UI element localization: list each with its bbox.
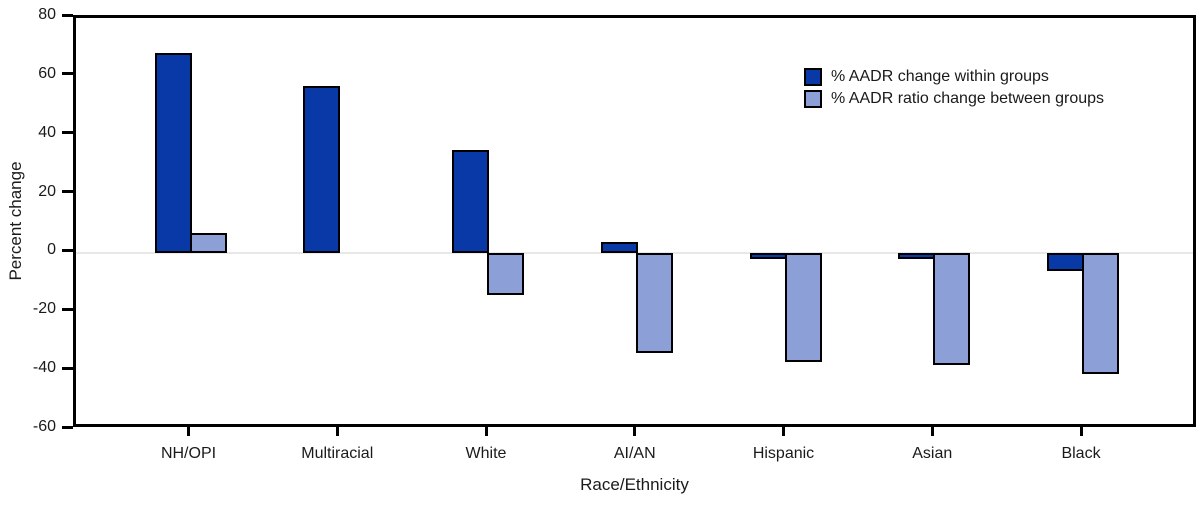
legend: % AADR change within groups % AADR ratio … <box>804 68 1104 108</box>
x-axis-title: Race/Ethnicity <box>580 475 689 494</box>
x-category-label: AI/AN <box>613 445 656 462</box>
bar-within-white <box>452 150 489 254</box>
legend-label: % AADR ratio change between groups <box>831 90 1105 107</box>
bar-within-asian <box>898 253 936 260</box>
y-tick-mark <box>62 190 73 194</box>
y-tick-mark <box>62 248 73 252</box>
x-tick-mark <box>335 427 339 436</box>
bar-within-multiracial <box>303 85 341 254</box>
legend-swatch-within <box>804 68 822 86</box>
bar-within-nh-opi <box>154 53 192 254</box>
legend-label: % AADR change within groups <box>831 68 1049 85</box>
y-tick-label: 60 <box>38 64 56 82</box>
x-tick-mark <box>930 427 934 436</box>
bar-between-nh-opi <box>189 232 227 254</box>
zero-gridline <box>76 252 1193 255</box>
bar-between-white <box>487 253 524 295</box>
x-tick-mark <box>1079 427 1083 436</box>
y-tick-mark <box>62 131 73 135</box>
x-tick-mark <box>484 427 488 436</box>
x-category-label: Black <box>1061 445 1101 462</box>
x-category-label: Multiracial <box>301 445 374 462</box>
y-tick-label: -40 <box>32 359 56 377</box>
y-tick-mark <box>62 307 73 311</box>
x-category-label: Asian <box>912 445 953 462</box>
x-category-label: Hispanic <box>752 445 815 462</box>
x-category-label: NH/OPI <box>160 445 217 462</box>
y-tick-mark <box>62 425 73 429</box>
bar-within-black <box>1047 253 1084 272</box>
y-tick-label: 80 <box>38 6 56 23</box>
legend-swatch-between <box>804 90 822 108</box>
x-category-label: White <box>465 445 507 462</box>
bar-between-ai-an <box>635 253 673 354</box>
y-tick-mark <box>62 72 73 76</box>
y-tick-label: -20 <box>32 300 56 318</box>
y-tick-label: 0 <box>47 241 56 259</box>
y-tick-label: 40 <box>38 123 56 141</box>
y-axis-title: Percent change <box>6 161 25 281</box>
bar-within-hispanic <box>749 253 787 260</box>
x-tick-mark <box>187 427 190 436</box>
bar-between-asian <box>933 253 971 366</box>
y-tick-mark <box>62 366 73 370</box>
x-tick-mark <box>633 427 637 436</box>
bar-within-ai-an <box>600 241 638 254</box>
y-tick-label: -60 <box>32 418 56 435</box>
plot-area: % AADR change within groups % AADR ratio … <box>73 15 1196 427</box>
y-tick-label: 20 <box>38 182 56 200</box>
x-tick-mark <box>782 427 785 436</box>
y-tick-mark <box>62 13 73 17</box>
bar-between-hispanic <box>784 253 822 363</box>
legend-item: % AADR ratio change between groups <box>804 90 1104 108</box>
bar-between-black <box>1082 253 1119 375</box>
legend-item: % AADR change within groups <box>804 68 1104 86</box>
